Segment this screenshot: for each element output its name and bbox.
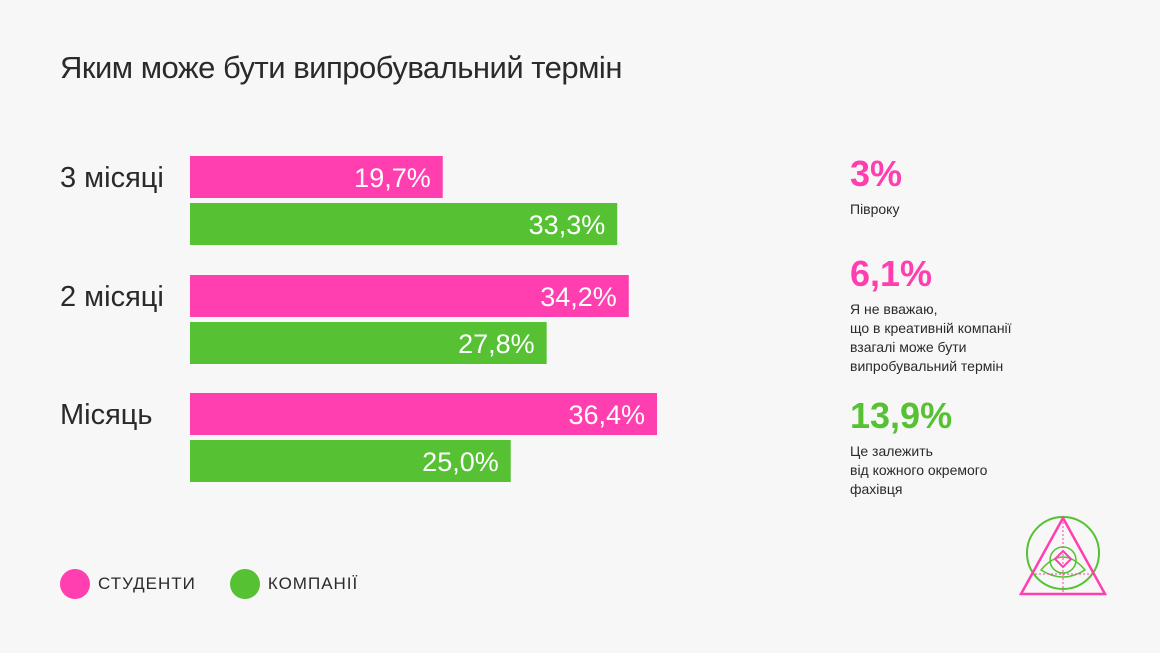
legend-dot-students bbox=[60, 569, 90, 599]
triangle-eye-logo-icon bbox=[1018, 515, 1108, 596]
stat-value: 6,1% bbox=[850, 253, 933, 294]
bar-value-label: 25,0% bbox=[422, 447, 499, 477]
legend-label: СТУДЕНТИ bbox=[98, 574, 196, 593]
stat-description: Я не вважаю, що в креативній компанії вз… bbox=[850, 301, 1012, 374]
legend-dot-companies bbox=[229, 569, 260, 599]
bar-chart: 3 місяці 19,7% 33,3% 2 місяці 34,2%27,8% Міся… bbox=[60, 156, 657, 482]
bar-value-label: 27,8% bbox=[458, 329, 535, 359]
stat-half-year: 3% Півроку bbox=[850, 156, 902, 219]
stat-description: Півроку bbox=[850, 201, 900, 217]
bar-value-label: 36,4% bbox=[568, 400, 645, 430]
bar-value-label: 34,2% bbox=[540, 282, 617, 312]
bar-value-label: 33,3% bbox=[529, 210, 606, 240]
legend-item-students: СТУДЕНТИ bbox=[60, 569, 196, 599]
bar-value-label: 19,7% bbox=[354, 163, 431, 193]
bar-students bbox=[190, 393, 657, 435]
legend-item-companies: КОМПАНІЇ bbox=[229, 569, 359, 599]
category-label: 2 місяці bbox=[60, 281, 164, 313]
category-label: 3 місяці bbox=[60, 162, 164, 194]
stat-depends: 13,9% Це залежить від кожного окремого ф… bbox=[850, 398, 987, 499]
legend: СТУДЕНТИ КОМПАНІЇ bbox=[60, 569, 392, 599]
legend-label: КОМПАНІЇ bbox=[267, 574, 359, 593]
bar-students bbox=[190, 156, 443, 198]
bar-companies bbox=[190, 440, 511, 482]
bar-companies bbox=[190, 322, 547, 364]
chart-title: Яким може бути випробувальний термін bbox=[60, 50, 622, 85]
stat-description: Це залежить від кожного окремого фахівця bbox=[850, 443, 988, 497]
stat-no-probation: 6,1% Я не вважаю, що в креативній компан… bbox=[850, 256, 1012, 376]
bar-companies bbox=[190, 203, 618, 245]
category-label: Місяць bbox=[60, 399, 153, 431]
bar-students bbox=[190, 275, 629, 317]
stat-value: 3% bbox=[850, 153, 903, 194]
stat-value: 13,9% bbox=[850, 395, 953, 436]
